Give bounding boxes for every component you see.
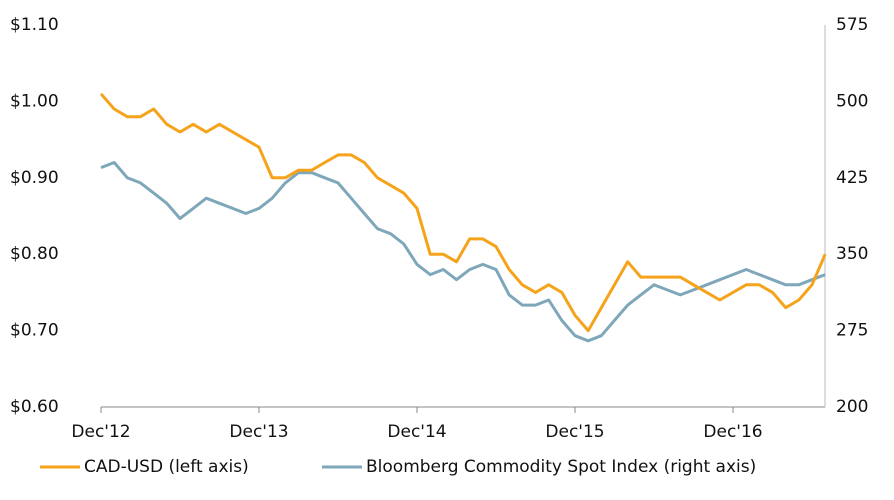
y-tick-label: $0.60 [10, 397, 59, 417]
x-tick-label: Dec'16 [703, 422, 762, 442]
y-tick-label: $0.80 [10, 244, 59, 264]
y-tick-label: $0.70 [10, 321, 59, 341]
legend-label: Bloomberg Commodity Spot Index (right ax… [366, 457, 756, 477]
x-tick-label: Dec'14 [387, 422, 446, 442]
y2-tick-label: 275 [836, 321, 868, 341]
series-line [99, 92, 827, 333]
x-tick-label: Dec'12 [71, 422, 130, 442]
y2-tick-label: 575 [836, 15, 868, 35]
series-line [100, 161, 826, 343]
y2-tick-label: 500 [836, 91, 868, 111]
x-tick-label: Dec'13 [229, 422, 288, 442]
x-tick-label: Dec'15 [545, 422, 604, 442]
y-tick-label: $0.90 [10, 168, 59, 188]
y2-tick-label: 200 [836, 397, 868, 417]
y2-tick-label: 425 [836, 168, 868, 188]
legend-label: CAD-USD (left axis) [84, 457, 249, 477]
y-tick-label: $1.00 [10, 91, 59, 111]
y-tick-label: $1.10 [10, 15, 59, 35]
y2-tick-label: 350 [836, 244, 868, 264]
